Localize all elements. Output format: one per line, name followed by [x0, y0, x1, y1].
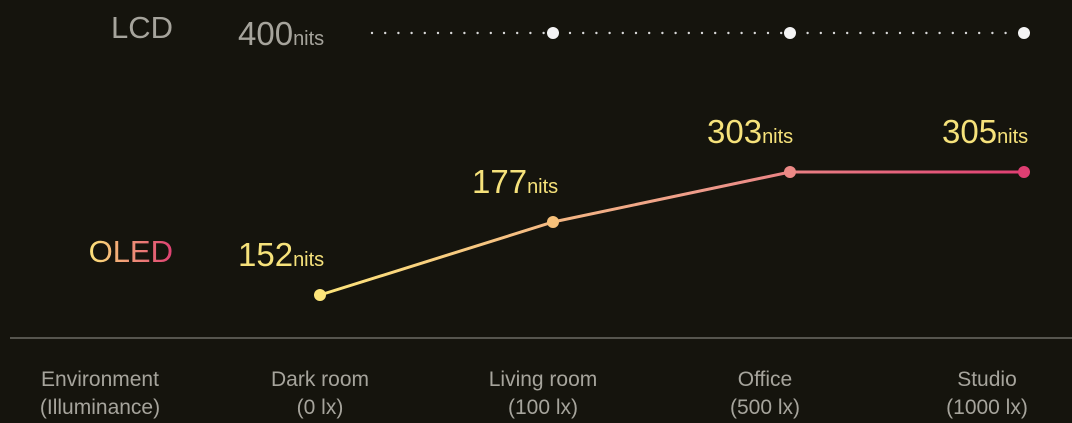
lcd-dot: [423, 31, 426, 35]
oled-value-number: 177: [472, 163, 527, 200]
lcd-dot: [582, 31, 585, 35]
oled-value-label: 303nits: [707, 113, 793, 150]
lcd-dot: [991, 31, 994, 35]
lcd-dot: [410, 31, 413, 35]
lcd-dot: [925, 31, 928, 35]
category-label: Studio: [957, 368, 1017, 391]
lcd-dot: [859, 31, 862, 35]
lcd-dot: [608, 31, 611, 35]
axis-header-line2: (Illuminance): [40, 396, 160, 419]
category-sublabel: (0 lx): [297, 396, 344, 419]
lcd-dot: [872, 31, 875, 35]
svg-text:400nits: 400nits: [238, 15, 324, 52]
lcd-row-value: 400nits: [238, 15, 324, 52]
oled-value-number: 152: [238, 236, 293, 273]
lcd-dot: [397, 31, 400, 35]
oled-point: [547, 216, 559, 228]
category-sublabel: (500 lx): [730, 396, 800, 419]
lcd-dot: [621, 31, 624, 35]
oled-value-number: 303: [707, 113, 762, 150]
lcd-dot: [806, 31, 809, 35]
lcd-dot: [700, 31, 704, 35]
oled-point: [784, 166, 796, 178]
category-label: Living room: [489, 368, 598, 391]
oled-point: [314, 289, 326, 301]
lcd-dot: [516, 31, 519, 35]
lcd-dot: [898, 31, 902, 35]
lcd-dot: [568, 31, 572, 35]
lcd-dot: [450, 31, 453, 35]
lcd-dotted-line: [370, 31, 1007, 35]
lcd-point: [547, 27, 559, 39]
lcd-dot: [780, 31, 783, 35]
lcd-dot: [489, 31, 492, 35]
lcd-dot: [687, 31, 690, 35]
lcd-dot: [938, 31, 941, 35]
lcd-dot: [476, 31, 479, 35]
lcd-dot: [502, 31, 506, 35]
lcd-dot: [661, 31, 664, 35]
lcd-dot: [819, 31, 822, 35]
lcd-dot: [436, 31, 440, 35]
lcd-points: [547, 27, 1030, 39]
lcd-dot: [634, 31, 638, 35]
lcd-dot: [978, 31, 981, 35]
lcd-point: [784, 27, 796, 39]
lcd-value-unit: nits: [293, 28, 324, 50]
oled-value-unit: nits: [527, 176, 558, 198]
x-axis-tick-labels: Dark room (0 lx) Living room (100 lx) Office…: [271, 368, 1028, 419]
oled-value-unit: nits: [762, 126, 793, 148]
oled-point: [1018, 166, 1030, 178]
lcd-dot: [912, 31, 915, 35]
lcd-dot: [766, 31, 770, 35]
oled-value-number: 305: [942, 113, 997, 150]
oled-value-unit: nits: [293, 249, 324, 271]
oled-value-unit: nits: [997, 126, 1028, 148]
oled-series-label: OLED: [89, 234, 173, 269]
lcd-dot: [595, 31, 598, 35]
oled-value-label: 152nits: [238, 236, 324, 273]
oled-line: [319, 170, 1024, 297]
lcd-dot: [740, 31, 743, 35]
oled-series-line: [319, 170, 1024, 297]
lcd-dot: [463, 31, 466, 35]
lcd-dot: [1004, 31, 1007, 35]
lcd-dot: [529, 31, 532, 35]
lcd-dot: [648, 31, 651, 35]
axis-header: Environment (Illuminance): [40, 368, 160, 419]
lcd-dot: [753, 31, 756, 35]
lcd-dot: [370, 31, 374, 35]
lcd-dot: [951, 31, 954, 35]
category-sublabel: (100 lx): [508, 396, 578, 419]
axis-header-line1: Environment: [41, 368, 159, 391]
lcd-series-label: LCD: [111, 10, 173, 45]
lcd-point: [1018, 27, 1030, 39]
lcd-dot: [964, 31, 968, 35]
oled-value-label: 305nits: [942, 113, 1028, 150]
lcd-dot: [674, 31, 677, 35]
lcd-dot: [885, 31, 888, 35]
lcd-dot: [714, 31, 717, 35]
lcd-value-number: 400: [238, 15, 293, 52]
lcd-dot: [542, 31, 545, 35]
lcd-dot: [832, 31, 836, 35]
lcd-dot: [846, 31, 849, 35]
category-label: Dark room: [271, 368, 369, 391]
oled-value-label: 177nits: [472, 163, 558, 200]
lcd-dot: [384, 31, 387, 35]
category-label: Office: [738, 368, 792, 391]
oled-points: [314, 166, 1030, 301]
category-sublabel: (1000 lx): [946, 396, 1028, 419]
lcd-dot: [727, 31, 730, 35]
